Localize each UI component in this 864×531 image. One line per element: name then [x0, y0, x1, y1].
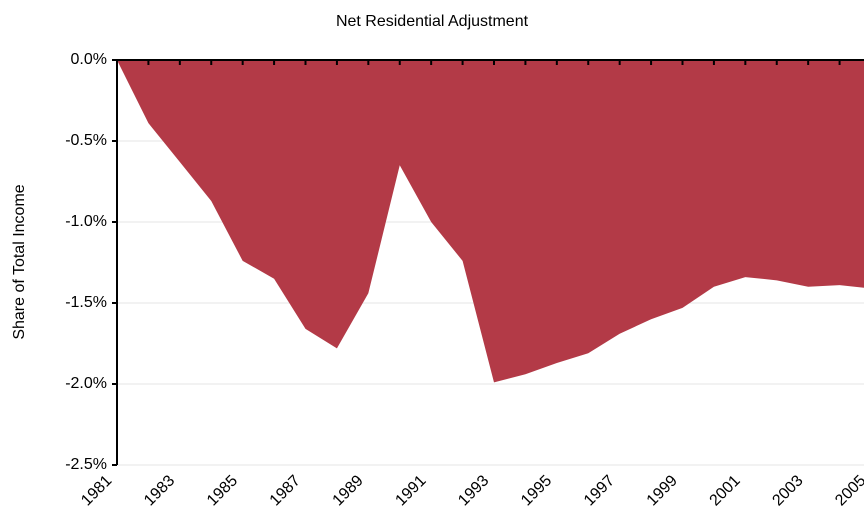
- x-tick-label: 1999: [644, 472, 681, 509]
- x-tick-label: 1991: [392, 472, 429, 509]
- x-tick-label: 2001: [707, 472, 744, 509]
- x-tick-label: 1985: [204, 472, 241, 509]
- x-tick-label: 1997: [581, 472, 618, 509]
- y-tick-label: -1.0%: [65, 213, 107, 230]
- y-tick-label: -2.0%: [65, 375, 107, 392]
- y-tick-label: 0.0%: [71, 51, 107, 68]
- x-tick-label: 1989: [330, 472, 367, 509]
- area: [117, 60, 864, 383]
- x-tick-label: 1993: [455, 472, 492, 509]
- y-tick-label: -1.5%: [65, 294, 107, 311]
- x-tick-label: 2003: [769, 472, 806, 509]
- x-tick-label: 2005: [832, 472, 864, 509]
- x-tick-label: 1995: [518, 472, 555, 509]
- chart-title: Net Residential Adjustment: [336, 13, 529, 30]
- x-tick-label: 1987: [267, 472, 304, 509]
- y-tick-label: -0.5%: [65, 132, 107, 149]
- x-tick-label: 1981: [78, 472, 115, 509]
- y-axis-label: Share of Total Income: [11, 184, 28, 339]
- x-tick-label: 1983: [141, 472, 178, 509]
- y-tick-label: -2.5%: [65, 456, 107, 473]
